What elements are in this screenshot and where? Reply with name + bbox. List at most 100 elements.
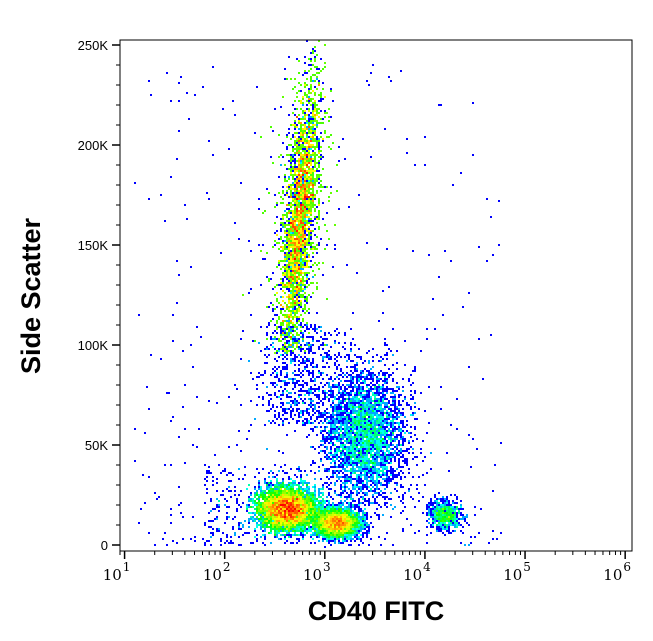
density-cell bbox=[310, 296, 312, 298]
density-cell bbox=[350, 344, 352, 346]
density-cell bbox=[282, 246, 284, 248]
density-cell bbox=[342, 428, 344, 430]
density-cell bbox=[294, 490, 296, 492]
density-cell bbox=[242, 294, 244, 296]
density-cell bbox=[322, 430, 324, 432]
density-cell bbox=[404, 506, 406, 508]
density-cell bbox=[292, 256, 294, 258]
density-cell bbox=[376, 514, 378, 516]
density-cell bbox=[318, 200, 320, 202]
density-cell bbox=[300, 496, 302, 498]
density-cell bbox=[282, 484, 284, 486]
density-cell bbox=[348, 514, 350, 516]
density-cell bbox=[384, 454, 386, 456]
density-cell bbox=[338, 534, 340, 536]
density-cell bbox=[306, 164, 308, 166]
density-cell bbox=[390, 416, 392, 418]
density-cell bbox=[372, 414, 374, 416]
density-cell bbox=[304, 254, 306, 256]
density-cell bbox=[292, 168, 294, 170]
density-cell bbox=[368, 416, 370, 418]
density-cell bbox=[372, 400, 374, 402]
density-cell bbox=[306, 506, 308, 508]
density-cell bbox=[290, 232, 292, 234]
density-cell bbox=[284, 292, 286, 294]
density-cell bbox=[310, 188, 312, 190]
density-cell bbox=[292, 238, 294, 240]
density-cell bbox=[412, 370, 414, 372]
density-cell bbox=[328, 458, 330, 460]
density-cell bbox=[388, 498, 390, 500]
density-cell bbox=[376, 434, 378, 436]
density-cell bbox=[292, 124, 294, 126]
density-cell bbox=[280, 510, 282, 512]
density-cell bbox=[340, 438, 342, 440]
density-cell bbox=[294, 290, 296, 292]
density-cell bbox=[344, 538, 346, 540]
density-cell bbox=[294, 234, 296, 236]
density-cell bbox=[266, 338, 268, 340]
density-cell bbox=[386, 496, 388, 498]
density-cell bbox=[292, 484, 294, 486]
density-cell bbox=[344, 520, 346, 522]
density-cell bbox=[338, 478, 340, 480]
density-cell bbox=[324, 524, 326, 526]
density-cell bbox=[344, 434, 346, 436]
density-cell bbox=[270, 514, 272, 516]
density-cell bbox=[332, 420, 334, 422]
density-cell bbox=[278, 520, 280, 522]
density-cell bbox=[324, 518, 326, 520]
density-cell bbox=[306, 522, 308, 524]
density-cell bbox=[312, 532, 314, 534]
density-cell bbox=[278, 302, 280, 304]
density-cell bbox=[316, 120, 318, 122]
density-cell bbox=[318, 268, 320, 270]
density-cell bbox=[398, 434, 400, 436]
density-cell bbox=[376, 422, 378, 424]
density-cell bbox=[294, 304, 296, 306]
density-cell bbox=[288, 280, 290, 282]
density-cell bbox=[392, 508, 394, 510]
density-cell bbox=[310, 218, 312, 220]
density-cell bbox=[290, 186, 292, 188]
density-cell bbox=[330, 524, 332, 526]
density-cell bbox=[338, 418, 340, 420]
density-cell bbox=[292, 486, 294, 488]
density-cell bbox=[324, 438, 326, 440]
density-cell bbox=[352, 432, 354, 434]
density-cell bbox=[392, 428, 394, 430]
density-cell bbox=[306, 208, 308, 210]
density-cell bbox=[342, 448, 344, 450]
density-cell bbox=[288, 502, 290, 504]
density-cell bbox=[344, 536, 346, 538]
density-cell bbox=[294, 316, 296, 318]
density-cell bbox=[324, 412, 326, 414]
density-cell bbox=[330, 436, 332, 438]
density-cell bbox=[326, 514, 328, 516]
density-cell bbox=[286, 238, 288, 240]
density-cell bbox=[300, 530, 302, 532]
density-cell bbox=[336, 494, 338, 496]
density-cell bbox=[324, 512, 326, 514]
density-cell bbox=[398, 402, 400, 404]
density-cell bbox=[342, 444, 344, 446]
density-cell bbox=[354, 504, 356, 506]
density-cell bbox=[390, 436, 392, 438]
density-cell bbox=[276, 480, 278, 482]
density-cell bbox=[356, 428, 358, 430]
density-cell bbox=[416, 484, 418, 486]
density-cell bbox=[360, 446, 362, 448]
density-cell bbox=[268, 482, 270, 484]
density-cell bbox=[304, 490, 306, 492]
density-cell bbox=[306, 516, 308, 518]
density-cell bbox=[390, 420, 392, 422]
density-cell bbox=[388, 348, 390, 350]
density-cell bbox=[310, 528, 312, 530]
density-cell bbox=[302, 258, 304, 260]
density-cell bbox=[344, 408, 346, 410]
density-cell bbox=[302, 522, 304, 524]
density-cell bbox=[266, 498, 268, 500]
density-cell bbox=[268, 512, 270, 514]
density-cell bbox=[342, 454, 344, 456]
density-cell bbox=[276, 486, 278, 488]
